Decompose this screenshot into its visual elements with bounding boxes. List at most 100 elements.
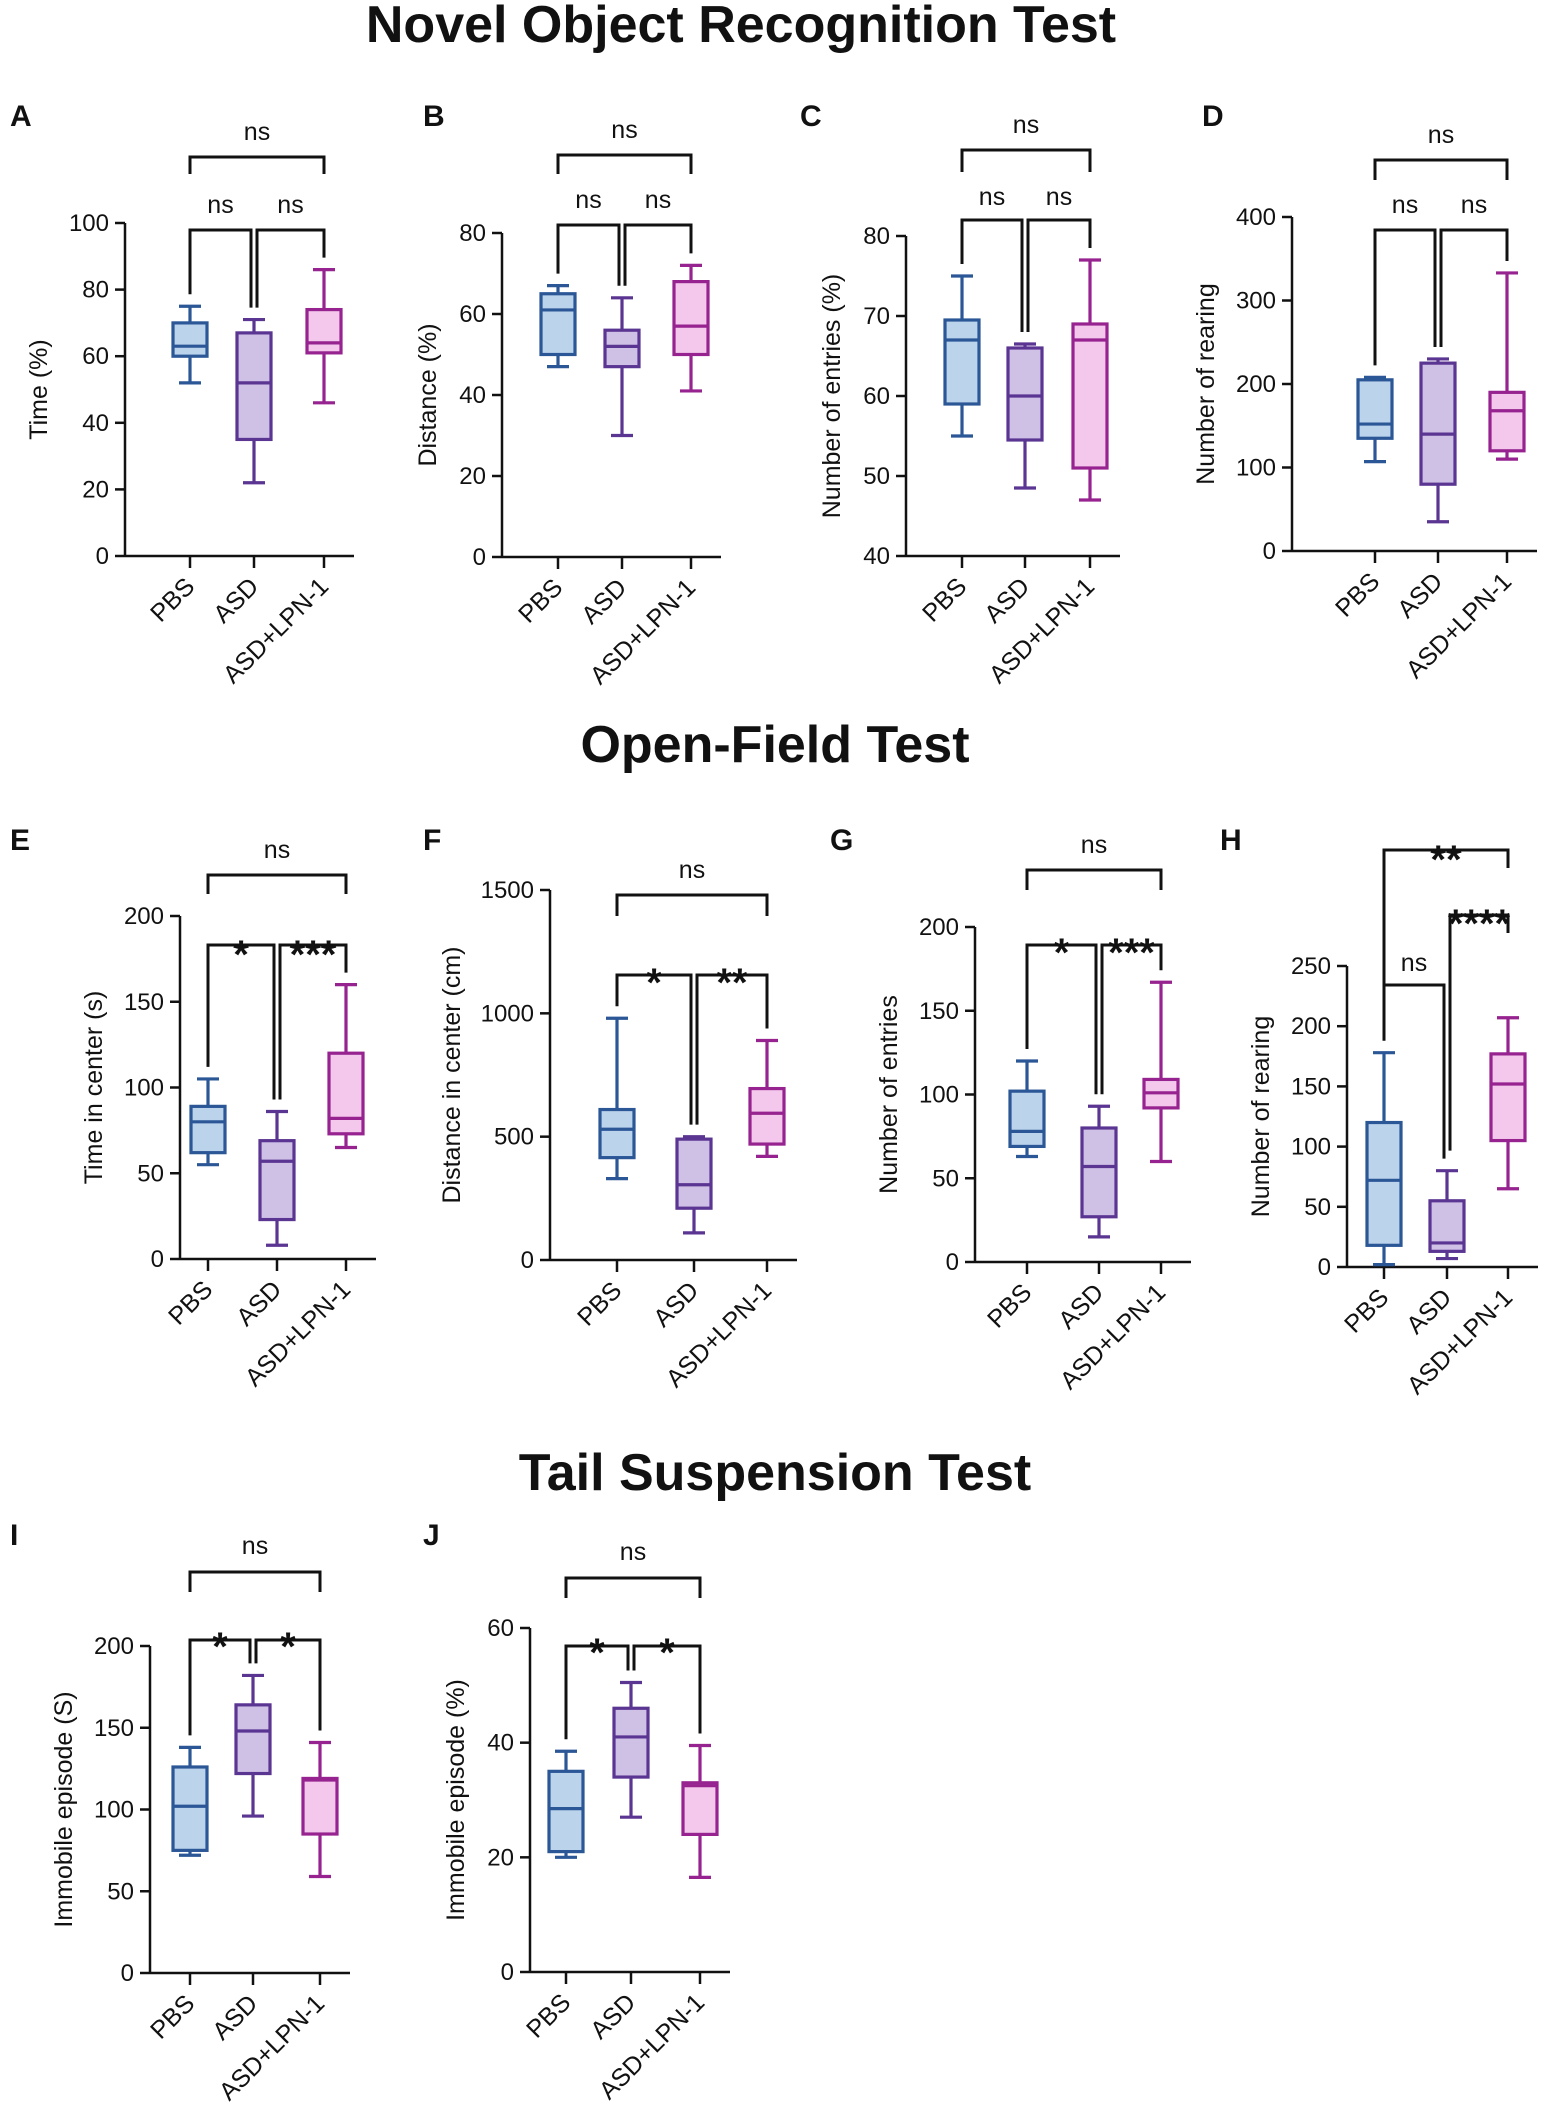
box-iqr	[235, 331, 273, 442]
y-tick-label: 50	[107, 1878, 134, 1905]
panel-letter: J	[423, 1519, 440, 1552]
x-category-label: PBS	[1339, 1283, 1394, 1338]
box-iqr	[1006, 346, 1044, 442]
box-iqr	[305, 307, 343, 355]
box-iqr	[1008, 1089, 1046, 1149]
significance-bracket	[556, 223, 621, 286]
box-iqr	[301, 1776, 339, 1836]
box-iqr	[943, 318, 981, 406]
y-tick-label: 60	[459, 301, 486, 328]
panel-letter: G	[830, 824, 853, 857]
box-asd-lpn-1: ASD+LPN-1	[661, 1038, 786, 1393]
panel-j: J 0 20 40 60 Immobile episode (%) PBS ASDASD+LP…	[423, 1519, 730, 2105]
box-asd: ASD	[208, 317, 273, 629]
box-asd-lpn-1: ASD+LPN-1	[585, 263, 710, 690]
significance-label: *	[589, 1631, 605, 1675]
y-tick-label: 150	[124, 989, 164, 1016]
box-pbs: PBS	[163, 1077, 227, 1331]
significance-label: ns	[264, 836, 290, 864]
y-tick-label: 40	[863, 543, 890, 570]
significance-label: ****	[1448, 902, 1511, 946]
y-tick-label: 200	[94, 1633, 134, 1660]
box-asd-lpn-1: ASD+LPN-1	[240, 982, 365, 1392]
y-tick-label: 400	[1236, 204, 1276, 231]
x-category-label: ASD	[585, 1988, 641, 2044]
y-tick-label: 0	[946, 1249, 959, 1276]
y-tick-label: 20	[82, 476, 109, 503]
x-category-label: PBS	[1330, 567, 1385, 622]
y-tick-label: 200	[1236, 371, 1276, 398]
y-axis-label: Time (%)	[25, 339, 53, 439]
significance-label: **	[716, 961, 748, 1005]
panel-d: D 0 100 200 300 400 Number of rearing PBS ASDASD…	[1192, 100, 1537, 684]
x-category-label: ASD	[576, 573, 632, 629]
box-pbs: PBS	[1330, 375, 1394, 623]
panel-f: F 0 500 1000 1500 Distance in center (cm) PBS A…	[423, 824, 797, 1393]
significance-bracket	[960, 148, 1092, 172]
significance-label: **	[1430, 838, 1462, 882]
significance-bracket	[254, 1638, 322, 1731]
box-asd: ASD	[1401, 1169, 1466, 1340]
box-pbs: PBS	[145, 304, 209, 628]
box-asd: ASD	[979, 342, 1044, 629]
x-category-label: ASD	[648, 1276, 704, 1332]
y-tick-label: 0	[151, 1246, 164, 1273]
significance-bracket	[188, 1570, 322, 1592]
box-iqr	[1356, 378, 1394, 440]
y-tick-label: 60	[487, 1615, 514, 1642]
x-category-label: PBS	[145, 1989, 200, 2044]
significance-label: ns	[620, 1538, 646, 1566]
panel-letter: A	[10, 100, 32, 133]
y-tick-label: 40	[487, 1730, 514, 1757]
box-asd: ASD	[648, 1135, 713, 1333]
box-iqr	[1365, 1120, 1403, 1247]
panel-letter: E	[10, 824, 30, 857]
x-category-label: ASD	[979, 572, 1035, 628]
y-axis-label: Number of rearing	[1247, 1016, 1275, 1217]
significance-bracket	[1373, 228, 1437, 366]
y-tick-label: 40	[82, 410, 109, 437]
significance-bracket	[615, 973, 693, 1125]
y-axis-label: Number of entries	[875, 995, 903, 1194]
significance-bracket	[1373, 158, 1509, 180]
y-tick-label: 0	[501, 1959, 514, 1986]
box-pbs: PBS	[145, 1745, 209, 2045]
y-axis-label: Distance (%)	[414, 323, 442, 466]
panel-i: I 0 50 100 150 200 Immobile episode (S) PBS ASDA…	[10, 1519, 350, 2106]
box-iqr	[612, 1706, 650, 1779]
significance-label: ns	[277, 191, 303, 219]
significance-bracket	[695, 973, 769, 1125]
y-tick-label: 80	[82, 277, 109, 304]
x-category-label: PBS	[163, 1275, 218, 1330]
panel-letter: F	[423, 824, 441, 857]
x-category-label: ASD	[1053, 1278, 1109, 1334]
panel-letter: H	[1220, 824, 1242, 857]
box-iqr	[1488, 390, 1526, 453]
significance-label: ***	[1108, 931, 1155, 975]
x-category-label: ASD	[207, 1989, 263, 2045]
box-asd: ASD	[576, 296, 641, 630]
significance-bracket	[278, 943, 348, 1100]
y-tick-label: 1500	[481, 877, 534, 904]
y-axis-label: Number of entries (%)	[818, 274, 846, 519]
y-axis-label: Number of rearing	[1192, 283, 1220, 484]
box-iqr	[603, 328, 641, 369]
significance-bracket	[206, 873, 348, 894]
y-tick-label: 100	[94, 1797, 134, 1824]
y-tick-label: 20	[487, 1844, 514, 1871]
significance-label: ns	[1081, 831, 1107, 859]
x-category-label: PBS	[145, 572, 200, 627]
y-tick-label: 50	[1304, 1194, 1331, 1221]
y-tick-label: 20	[459, 463, 486, 490]
box-iqr	[1489, 1052, 1527, 1143]
significance-bracket	[1382, 983, 1446, 1159]
significance-label: ns	[207, 191, 233, 219]
significance-label: *	[212, 1625, 228, 1669]
y-tick-label: 50	[932, 1165, 959, 1192]
y-tick-label: 0	[96, 543, 109, 570]
significance-bracket	[1448, 913, 1510, 1151]
y-tick-label: 100	[69, 210, 109, 237]
y-tick-label: 150	[919, 998, 959, 1025]
